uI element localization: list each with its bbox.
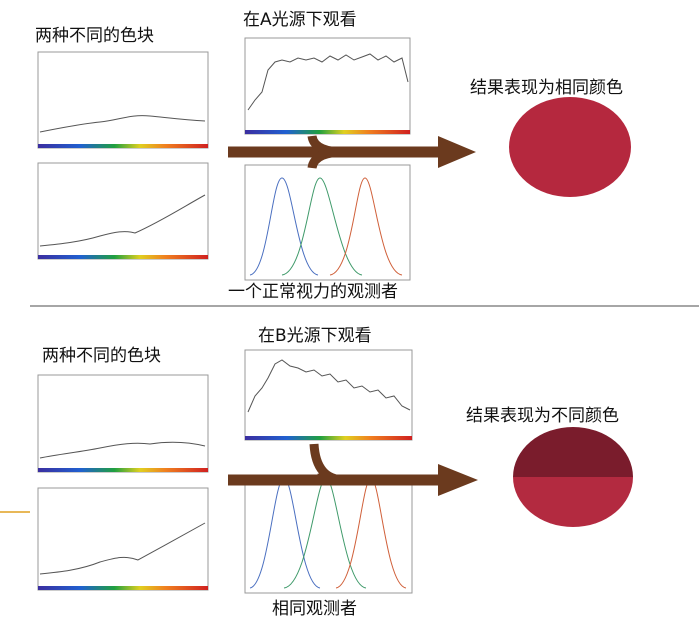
sensitivity-curve (281, 177, 363, 276)
result-label: 结果表现为不同颜色 (466, 406, 619, 426)
illuminant-box (244, 349, 413, 441)
reflectance-curve (39, 441, 206, 459)
illuminant-curve (247, 359, 411, 413)
spectrum-bar (245, 130, 410, 134)
arrow-head (438, 136, 476, 168)
reflectance-curve (39, 194, 206, 247)
reflectance-curve (39, 115, 206, 133)
patch-box (37, 51, 209, 149)
illuminant-curve (247, 53, 409, 111)
spectrum-bar (38, 255, 208, 259)
illuminant-box (244, 37, 411, 135)
patch-box (37, 162, 209, 260)
patches-label: 两种不同的色块 (42, 346, 161, 366)
top-panel: 两种不同的色块 在A光源下观看 结果表现为相同颜色 一个正常视力的观测者 (35, 10, 631, 302)
spectrum-bar (38, 586, 208, 590)
observer-label: 相同观测者 (272, 599, 357, 619)
result-label: 结果表现为相同颜色 (470, 78, 623, 98)
sensitivity-curve (249, 177, 319, 276)
observer-box (244, 474, 413, 594)
arrow-head (438, 464, 478, 496)
arrow-branch (307, 134, 346, 170)
patch-box (37, 487, 209, 591)
spectrum-bar (38, 144, 208, 148)
result-color-a (513, 427, 633, 477)
observer-label: 一个正常视力的观测者 (228, 282, 398, 302)
reflectance-curve (39, 522, 206, 575)
spectrum-bar (38, 468, 208, 472)
illuminant-label: 在A光源下观看 (243, 10, 357, 30)
patches-label: 两种不同的色块 (35, 26, 154, 46)
arrow-branch (309, 443, 346, 485)
patch-box (37, 374, 209, 473)
spectrum-bar (245, 436, 412, 440)
observer-box (244, 164, 411, 281)
result-color (509, 97, 631, 197)
sensitivity-curve (329, 177, 403, 276)
result-color-b (513, 477, 633, 527)
bottom-panel: 两种不同的色块 在B光源下观看 结果表现为不同颜色 相同观测者 (37, 326, 633, 619)
illuminant-label: 在B光源下观看 (258, 326, 372, 346)
